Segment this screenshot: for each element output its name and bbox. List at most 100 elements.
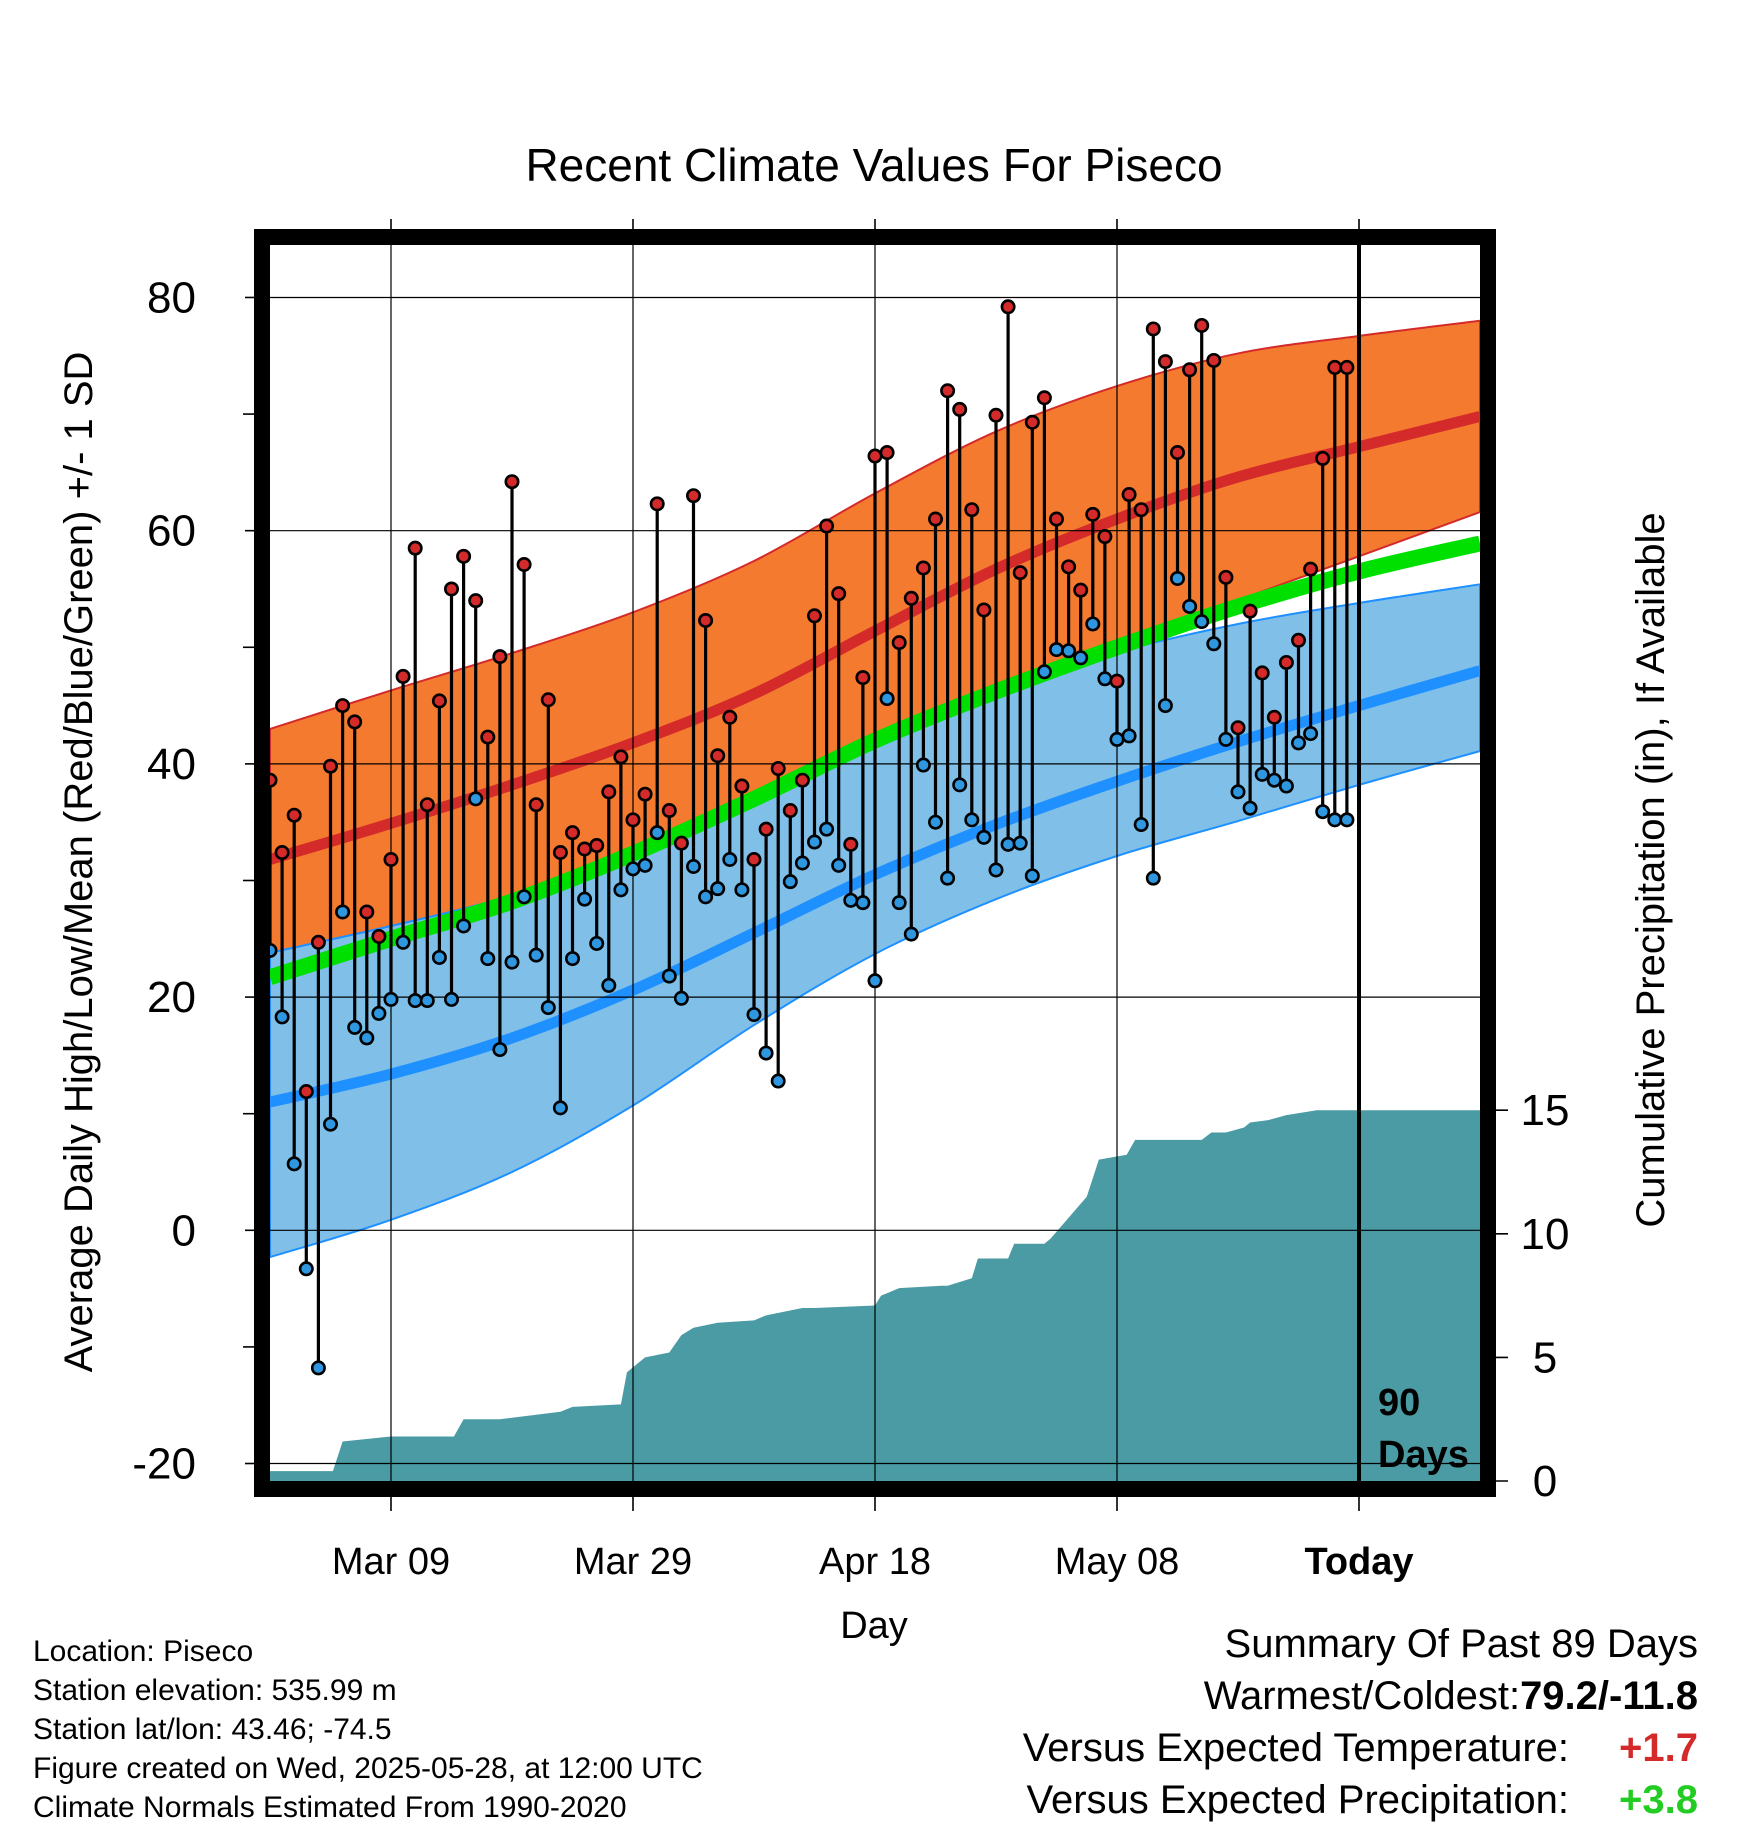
daily-low-point	[1085, 616, 1101, 632]
daily-low-point	[1242, 800, 1258, 816]
daily-high-point	[1000, 299, 1016, 315]
summary-panel: Summary Of Past 89 Days Warmest/Coldest:…	[1023, 1618, 1698, 1826]
daily-low-point	[322, 1116, 338, 1132]
y-axis-title: Average Daily High/Low/Mean (Red/Blue/Gr…	[57, 352, 101, 1373]
daily-low-point	[1230, 784, 1246, 800]
daily-low-point	[419, 993, 435, 1009]
chart-title: Recent Climate Values For Piseco	[525, 139, 1222, 191]
y2-tick-label: 5	[1533, 1333, 1557, 1382]
daily-high-point	[1133, 502, 1149, 518]
x-axis-title: Day	[840, 1605, 908, 1647]
daily-high-point	[1049, 511, 1065, 527]
daily-low-point	[879, 691, 895, 707]
daily-low-point	[298, 1261, 314, 1277]
daily-high-point	[806, 608, 822, 624]
daily-low-point	[310, 1360, 326, 1376]
summary-title: Summary Of Past 89 Days	[1224, 1622, 1698, 1666]
daily-high-point	[468, 593, 484, 609]
daily-low-point	[383, 991, 399, 1007]
daily-low-point	[1049, 642, 1065, 658]
location-text: Location: Piseco	[33, 1635, 254, 1668]
daily-low-point	[831, 857, 847, 873]
daily-low-point	[468, 791, 484, 807]
daily-high-point	[492, 649, 508, 665]
daily-low-point	[903, 926, 919, 942]
daily-high-point	[1254, 665, 1270, 681]
daily-high-point	[891, 635, 907, 651]
daily-high-point	[976, 602, 992, 618]
daily-high-point	[443, 581, 459, 597]
daily-low-point	[806, 834, 822, 850]
y-tick-label: 80	[147, 273, 196, 322]
daily-high-point	[746, 852, 762, 868]
daily-low-point	[988, 862, 1004, 878]
daily-low-point	[891, 895, 907, 911]
latlon-text: Station lat/lon: 43.46; -74.5	[33, 1713, 392, 1746]
daily-low-point	[698, 889, 714, 905]
daily-low-point	[516, 889, 532, 905]
daily-high-point	[1303, 561, 1319, 577]
daily-high-point	[649, 496, 665, 512]
daily-high-point	[407, 540, 423, 556]
daily-low-point	[685, 858, 701, 874]
daily-low-point	[1109, 731, 1125, 747]
precip-anomaly-row: Versus Expected Precipitation: +3.8	[1023, 1774, 1699, 1826]
y2-tick-label: 0	[1533, 1457, 1557, 1506]
daily-low-point	[480, 951, 496, 967]
daily-high-point	[661, 803, 677, 819]
normals-text: Climate Normals Estimated From 1990-2020	[33, 1791, 627, 1824]
daily-low-point	[1339, 812, 1355, 828]
daily-low-point	[1266, 772, 1282, 788]
daily-low-point	[1000, 836, 1016, 852]
daily-low-point	[1278, 778, 1294, 794]
daily-low-point	[359, 1030, 375, 1046]
daily-low-point	[1170, 570, 1186, 586]
daily-low-point	[335, 904, 351, 920]
daily-high-point	[298, 1084, 314, 1100]
daily-low-point	[577, 891, 593, 907]
daily-high-point	[1278, 654, 1294, 670]
daily-low-point	[492, 1042, 508, 1058]
daily-low-point	[819, 821, 835, 837]
daily-high-point	[347, 714, 363, 730]
y-tick-label: 20	[147, 973, 196, 1022]
daily-low-point	[504, 954, 520, 970]
temp-anomaly-label: Versus Expected Temperature:	[1022, 1726, 1570, 1770]
daily-low-point	[1327, 812, 1343, 828]
daily-high-point	[564, 825, 580, 841]
daily-high-point	[952, 401, 968, 417]
daily-high-point	[310, 934, 326, 950]
daily-high-point	[552, 845, 568, 861]
daily-high-point	[1170, 445, 1186, 461]
daily-low-point	[540, 1000, 556, 1016]
y-tick-label: 0	[172, 1206, 196, 1255]
elevation-text: Station elevation: 535.99 m	[33, 1674, 397, 1707]
daily-low-point	[734, 882, 750, 898]
daily-high-point	[383, 852, 399, 868]
daily-high-point	[528, 797, 544, 813]
daily-low-point	[1133, 817, 1149, 833]
daily-high-point	[1085, 506, 1101, 522]
daily-high-point	[637, 786, 653, 802]
daily-high-point	[819, 518, 835, 534]
daily-low-point	[940, 870, 956, 886]
daily-low-point	[1073, 650, 1089, 666]
station-info: Location: Piseco Station elevation: 535.…	[33, 1632, 703, 1827]
daily-low-point	[782, 874, 798, 890]
daily-low-point	[625, 861, 641, 877]
daily-high-point	[601, 784, 617, 800]
daily-high-point	[1182, 362, 1198, 378]
daily-high-point	[867, 448, 883, 464]
daily-low-point	[976, 829, 992, 845]
daily-low-point	[952, 777, 968, 793]
daily-low-point	[794, 855, 810, 871]
daily-low-point	[1315, 804, 1331, 820]
daily-high-point	[964, 502, 980, 518]
daily-low-point	[1121, 728, 1137, 744]
daily-low-point	[274, 1009, 290, 1025]
today-days-label: 90	[1378, 1382, 1420, 1424]
daily-low-point	[1024, 868, 1040, 884]
daily-low-point	[1254, 766, 1270, 782]
daily-low-point	[1061, 643, 1077, 659]
daily-low-point	[843, 892, 859, 908]
